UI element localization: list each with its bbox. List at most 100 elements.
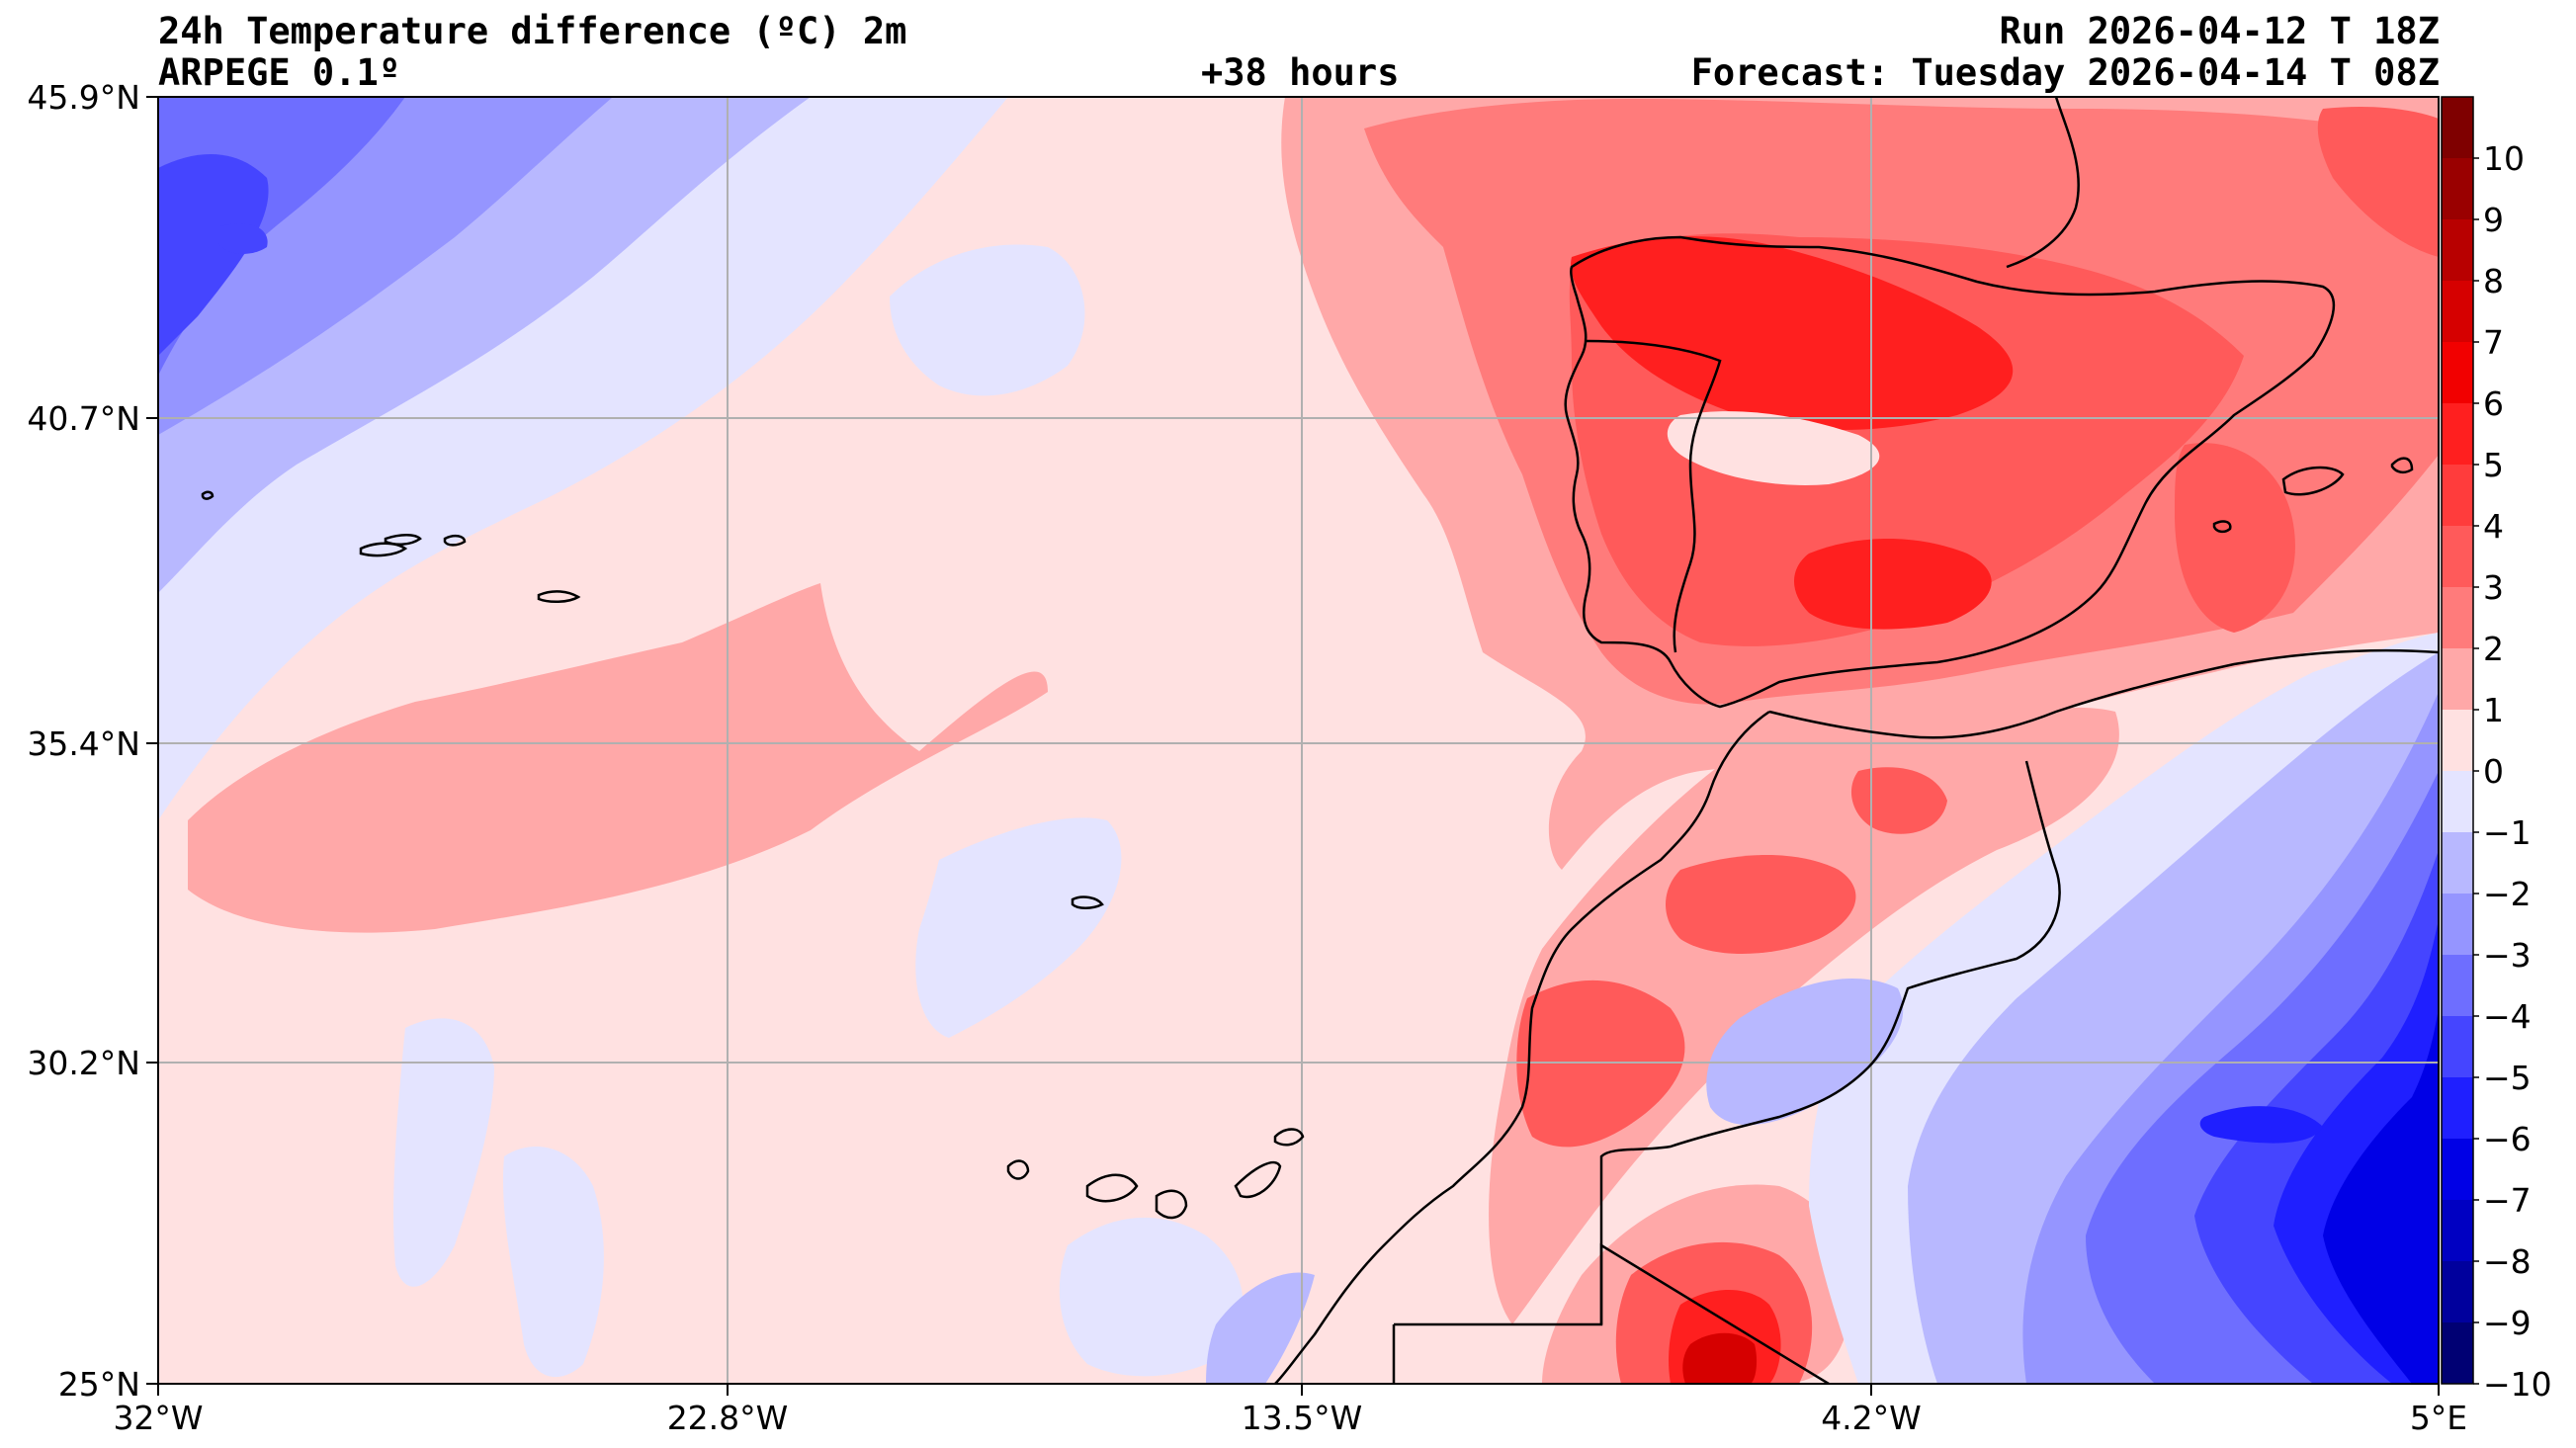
field-mid-blue-3 — [393, 1018, 494, 1287]
colorbar-label: −7 — [2483, 1181, 2532, 1220]
field-atlas-red-3 — [1850, 767, 1947, 834]
colorbar-swatch — [2442, 1261, 2473, 1323]
field-mid-blue-2 — [915, 817, 1122, 1038]
colorbar-label: −3 — [2483, 936, 2532, 975]
field-africa-light-red — [1489, 707, 2119, 1324]
colorbar-label: −5 — [2483, 1059, 2532, 1097]
coast-azores-2 — [384, 534, 422, 546]
forecast-label: Forecast: Tuesday 2026-04-14 T 08Z — [1690, 51, 2440, 94]
coast-balearic-2 — [2212, 520, 2232, 534]
lat-label: 30.2°N — [27, 1044, 140, 1082]
colorbar-label: 5 — [2483, 446, 2504, 484]
colorbar-swatch — [2442, 648, 2473, 711]
field-se-inner-blue — [2199, 1106, 2323, 1144]
field-atlas-red — [1516, 980, 1685, 1148]
colorbar-swatch — [2442, 955, 2473, 1017]
colorbar-label: −2 — [2483, 875, 2532, 913]
border-morocco-algeria — [1599, 760, 2061, 1324]
colorbar-swatch — [2442, 587, 2473, 649]
colorbar-label: 3 — [2483, 568, 2504, 607]
colorbar-swatch — [2442, 281, 2473, 343]
axis-ticks — [146, 96, 2440, 1396]
colorbar-swatch — [2442, 832, 2473, 894]
coast-iberia — [1564, 235, 2336, 709]
colorbar-label: −4 — [2483, 997, 2532, 1036]
coast-azores-4 — [537, 590, 581, 603]
colorbar-swatch — [2442, 894, 2473, 956]
colorbar-swatch — [2442, 465, 2473, 527]
field-east-red — [2175, 443, 2295, 633]
colorbar-label: −8 — [2483, 1242, 2532, 1281]
lon-label: 32°W — [113, 1399, 203, 1437]
colorbar-label: 9 — [2483, 201, 2504, 239]
map-title: 24h Temperature difference (ºC) 2m — [158, 10, 907, 52]
colorbar-label: −1 — [2483, 813, 2532, 852]
colorbar-swatch — [2442, 1016, 2473, 1078]
graticule — [158, 97, 2439, 1384]
colorbar-label: 8 — [2483, 262, 2504, 300]
lon-label: 4.2°W — [1821, 1399, 1922, 1437]
lat-label: 25°N — [58, 1365, 140, 1404]
lon-label: 13.5°W — [1242, 1399, 1363, 1437]
colorbar-frame — [2441, 96, 2474, 1385]
lon-label: 22.8°W — [667, 1399, 789, 1437]
colorbar-swatch — [2442, 1139, 2473, 1201]
field-mid-blue-1 — [890, 244, 1085, 396]
border-sahara — [1394, 1242, 1830, 1384]
field-sw-blue — [1206, 1272, 1315, 1384]
field-iberia-strong-red — [1571, 236, 2014, 430]
coast-azores-5 — [201, 490, 215, 500]
coastlines — [201, 97, 2439, 1384]
plot-frame — [157, 96, 2440, 1385]
colorbar-swatch — [2442, 342, 2473, 404]
colorbar-label: 10 — [2483, 139, 2525, 178]
lead-time-label: +38 hours — [1201, 51, 1400, 94]
coast-azores-1 — [359, 542, 408, 557]
colorbar-label: −10 — [2483, 1365, 2552, 1404]
colorbar-swatch — [2442, 219, 2473, 282]
colorbar-label: 4 — [2483, 507, 2504, 546]
colorbar-swatch — [2442, 1077, 2473, 1140]
coast-madeira — [1071, 895, 1104, 909]
coast-morocco — [1274, 710, 1770, 1384]
field-mid-blue-4 — [503, 1147, 604, 1378]
coast-island-2 — [1085, 1173, 1139, 1203]
colorbar-swatch — [2442, 1200, 2473, 1262]
model-label: ARPEGE 0.1º — [158, 51, 401, 94]
colorbar-label: −6 — [2483, 1120, 2532, 1158]
run-label: Run 2026-04-12 T 18Z — [1999, 10, 2440, 52]
colorbar-swatch — [2442, 158, 2473, 220]
colorbar-label: 1 — [2483, 691, 2504, 729]
colorbar-label: 7 — [2483, 323, 2504, 362]
field-sahara-dark-red — [1682, 1332, 1758, 1384]
colorbar-swatch — [2442, 97, 2473, 159]
field-layer — [158, 97, 2439, 1384]
colorbar-swatch — [2442, 526, 2473, 588]
field-west-blue5b — [217, 223, 268, 254]
field-iberia-light-patch — [1667, 411, 1880, 485]
colorbar-label: 0 — [2483, 752, 2504, 791]
field-west-blue5 — [158, 154, 269, 356]
field-iberia-strong-red-2 — [1794, 539, 1992, 630]
colorbar-swatch — [2442, 771, 2473, 833]
lon-label: 5°E — [2410, 1399, 2467, 1437]
field-ocean-light-red-band — [188, 583, 1048, 933]
coast-island-5 — [1273, 1128, 1305, 1147]
coast-island-4 — [1234, 1160, 1282, 1199]
lat-label: 35.4°N — [27, 724, 140, 763]
lat-label: 40.7°N — [27, 399, 140, 438]
coast-north-africa — [1768, 648, 2439, 739]
field-atlas-red-2 — [1666, 855, 1856, 954]
coast-corsica — [2390, 457, 2414, 474]
field-mid-blue-5 — [1059, 1217, 1244, 1377]
border-portugal — [1586, 339, 1722, 653]
colorbar-label: 6 — [2483, 384, 2504, 423]
coast-azores-3 — [443, 534, 467, 547]
coast-balearic — [2281, 466, 2345, 496]
colorbar-label: 2 — [2483, 630, 2504, 668]
colorbar-swatch — [2442, 403, 2473, 466]
colorbar-swatch — [2442, 710, 2473, 772]
colorbar-swatch — [2442, 1322, 2473, 1385]
